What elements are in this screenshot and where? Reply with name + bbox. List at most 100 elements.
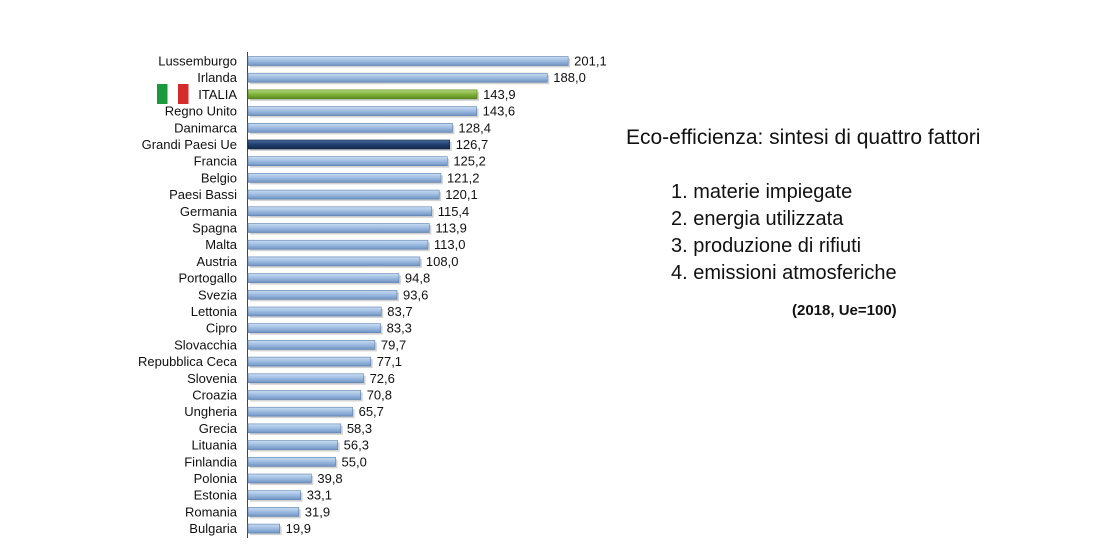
bar-lussemburgo [247,56,569,66]
value-label: 115,4 [438,204,470,219]
bar-spagna [247,223,430,233]
value-label: 55,0 [342,454,367,469]
value-label: 143,6 [483,104,516,119]
factor-item: 1. materie impiegate [671,181,853,203]
bar-malta [247,239,429,250]
bar-grecia [247,423,342,434]
value-label: 108,0 [426,254,459,269]
value-label: 65,7 [359,404,384,419]
category-label: Belgio [201,170,237,185]
bar-slovenia [247,373,364,384]
category-label: Malta [205,237,238,252]
value-label: 79,7 [381,337,406,352]
bar-irlanda [247,72,548,83]
category-label: Germania [180,204,238,219]
value-label: 83,7 [387,304,412,319]
category-label: Grandi Paesi Ue [142,137,237,152]
factor-item: 4. emissioni atmosferiche [671,262,897,284]
side-panel-note: (2018, Ue=100) [792,302,897,319]
value-label: 126,7 [456,137,489,152]
flag-stripe [157,84,168,104]
category-label: Austria [197,254,238,269]
bar-francia [247,156,448,166]
category-label: Lettonia [191,304,238,319]
side-panel-title: Eco-efficienza: sintesi di quattro fatto… [626,126,981,149]
category-label: Svezia [198,287,238,302]
category-label: Francia [194,154,238,169]
bar-germania [247,206,433,217]
bar-romania [247,507,300,517]
category-label: Paesi Bassi [169,187,237,202]
bar-croazia [247,390,362,400]
value-label: 70,8 [367,388,392,403]
bar-finlandia [247,456,336,467]
bar-regno-unito [247,106,477,116]
value-label: 121,2 [447,170,480,185]
value-label: 19,9 [286,521,311,536]
category-label: Regno Unito [165,104,237,119]
value-label: 201,1 [574,54,607,69]
bar-belgio [247,173,442,183]
value-label: 77,1 [377,354,402,369]
bar-danimarca [247,123,453,133]
italian-flag-icon [157,84,189,104]
category-label: Spagna [192,221,238,236]
bar-cipro [247,323,381,334]
category-label: Bulgaria [189,521,237,536]
value-label: 39,8 [317,471,342,486]
category-label: Lituania [191,438,237,453]
bar-repubblica-ceca [247,356,372,367]
value-label: 128,4 [458,120,491,135]
bar-grandi-paesi-ue [247,139,451,150]
value-label: 33,1 [307,488,332,503]
value-label: 113,0 [434,237,466,252]
category-label: Slovacchia [174,337,238,352]
bar-austria [247,256,421,267]
category-label: Danimarca [174,120,238,135]
value-label: 72,6 [370,371,395,386]
category-label: Polonia [194,471,238,486]
factor-item: 3. produzione di rifiuti [671,235,862,257]
bar-polonia [247,473,312,484]
category-label: Grecia [199,421,238,436]
category-label: Slovenia [187,371,238,386]
category-label: Croazia [192,388,238,403]
value-label: 94,8 [405,271,430,286]
value-label: 125,2 [453,154,486,169]
category-label: Portogallo [178,271,237,286]
bar-bulgaria [247,523,280,534]
category-label: Romania [185,504,238,519]
category-label: Lussemburgo [158,54,237,69]
value-label: 93,6 [403,287,428,302]
value-label: 188,0 [553,70,586,85]
value-label: 113,9 [435,221,467,236]
value-label: 120,1 [445,187,478,202]
category-label: ITALIA [198,87,237,102]
factor-item: 2. energia utilizzata [671,208,844,230]
bar-svezia [247,289,398,300]
category-label: Irlanda [197,70,238,85]
value-label: 31,9 [305,504,330,519]
bar-lettonia [247,306,382,317]
bars-group: Lussemburgo 201,1 Irlanda 188,0 ITALIA 143,9 R… [138,54,607,537]
flag-stripe [167,84,178,104]
bar-ungheria [247,406,353,417]
category-label: Estonia [194,488,238,503]
value-label: 143,9 [483,87,516,102]
bar-italia [247,89,478,100]
bar-estonia [247,490,301,501]
category-label: Cipro [206,321,237,336]
category-label: Finlandia [184,454,238,469]
factor-list: 1. materie impiegate 2. energia utilizza… [671,179,897,287]
bar-portogallo [247,273,400,283]
category-label: Ungheria [184,404,238,419]
bar-lituania [247,440,338,450]
bar-paesi-bassi [247,189,440,200]
category-label: Repubblica Ceca [138,354,238,369]
flag-stripe [178,84,189,104]
value-label: 56,3 [344,438,369,453]
bar-slovacchia [247,340,376,350]
value-label: 58,3 [347,421,372,436]
value-label: 83,3 [387,321,412,336]
